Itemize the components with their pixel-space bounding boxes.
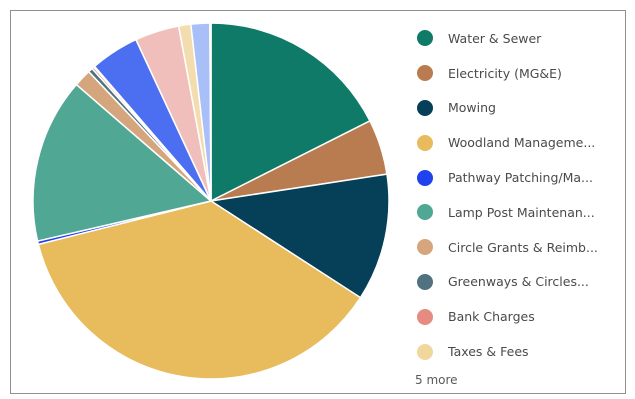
legend-item[interactable]: Pathway Patching/Ma... bbox=[415, 160, 625, 195]
legend-swatch bbox=[417, 134, 433, 151]
legend-item[interactable]: Taxes & Fees bbox=[415, 334, 625, 369]
legend-swatch bbox=[417, 169, 433, 186]
legend-item[interactable]: Water & Sewer bbox=[415, 21, 625, 56]
pie-slice[interactable] bbox=[208, 173, 390, 299]
legend-label: Pathway Patching/Ma... bbox=[448, 170, 593, 186]
legend-swatch bbox=[417, 204, 433, 221]
legend-item[interactable]: Woodland Manageme... bbox=[415, 125, 625, 160]
legend-item[interactable]: Lamp Post Maintenan... bbox=[415, 195, 625, 230]
legend-swatch bbox=[417, 343, 433, 360]
chart-legend: Water & Sewer Electricity (MG&E) Mowing Woo… bbox=[415, 21, 625, 369]
legend-label: Water & Sewer bbox=[448, 30, 542, 46]
pie-slice[interactable] bbox=[209, 22, 212, 202]
legend-label: Woodland Manageme... bbox=[448, 135, 596, 151]
legend-swatch bbox=[417, 65, 433, 82]
legend-swatch bbox=[417, 273, 433, 290]
legend-label: Mowing bbox=[448, 100, 496, 116]
legend-item[interactable]: Greenways & Circles... bbox=[415, 265, 625, 300]
pie-slice[interactable] bbox=[210, 22, 371, 203]
legend-label: Taxes & Fees bbox=[448, 344, 529, 360]
legend-more-link[interactable]: 5 more bbox=[415, 373, 458, 387]
pie-chart bbox=[32, 22, 390, 380]
legend-item[interactable]: Electricity (MG&E) bbox=[415, 56, 625, 91]
pie-slice[interactable] bbox=[37, 200, 362, 380]
legend-item[interactable]: Bank Charges bbox=[415, 299, 625, 334]
legend-swatch bbox=[417, 239, 433, 256]
legend-swatch bbox=[417, 99, 433, 116]
legend-item[interactable]: Circle Grants & Reimb... bbox=[415, 230, 625, 265]
legend-label: Bank Charges bbox=[448, 309, 535, 325]
legend-swatch bbox=[417, 308, 433, 325]
chart-panel: Water & Sewer Electricity (MG&E) Mowing Woo… bbox=[10, 10, 626, 394]
legend-label: Lamp Post Maintenan... bbox=[448, 204, 595, 220]
legend-label: Electricity (MG&E) bbox=[448, 65, 562, 81]
pie-slice[interactable] bbox=[32, 83, 213, 242]
legend-label: Circle Grants & Reimb... bbox=[448, 239, 598, 255]
legend-swatch bbox=[417, 30, 433, 47]
legend-label: Greenways & Circles... bbox=[448, 274, 589, 290]
legend-item[interactable]: Mowing bbox=[415, 91, 625, 126]
